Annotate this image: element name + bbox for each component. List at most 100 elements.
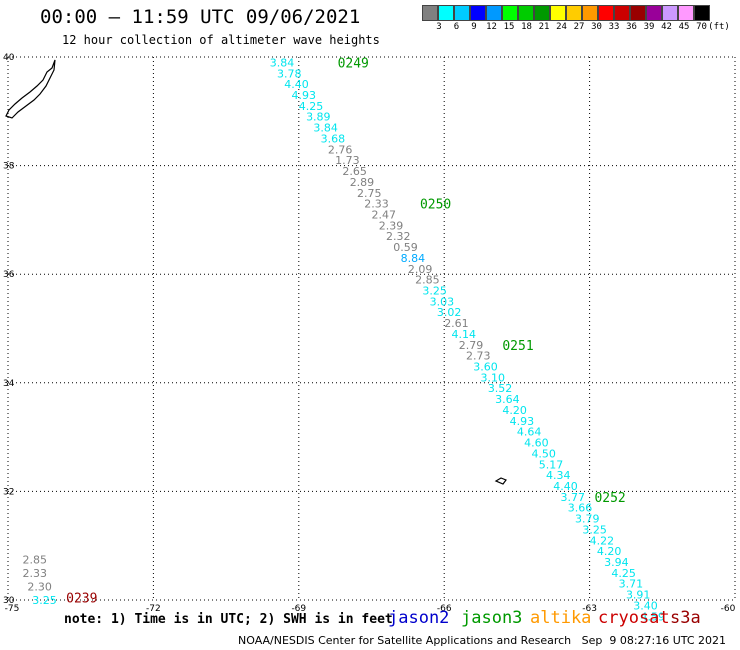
legend-label: 12 [486,22,497,32]
x-tick-label: -66 [437,604,452,614]
legend-label: 15 [503,22,515,32]
swh-points: 3.843.784.404.934.253.893.843.682.761.73… [23,56,665,623]
swh-value: 4.22 [590,534,615,547]
swh-value: 2.47 [372,208,397,221]
swh-value: 4.34 [546,469,571,482]
swh-value: 0.59 [393,241,418,254]
swh-value: 3.25 [422,284,447,297]
swh-value: 2.73 [466,350,491,363]
swh-value: 4.60 [524,437,549,450]
y-tick-label: 34 [3,379,15,389]
swh-value: 2.75 [357,187,382,200]
swh-value: 3.89 [306,111,331,124]
swh-value: 4.20 [597,545,622,558]
swh-value: 2.65 [342,165,367,178]
swh-value: 3.66 [568,502,593,515]
swh-value: 3.84 [270,56,295,69]
pass-time-label: 0251 [502,339,533,354]
swh-value: 3.78 [277,67,302,80]
legend-swatch [582,5,598,21]
x-tick-label: -75 [5,604,20,614]
legend-swatch [550,5,566,21]
pass-time-label: 0249 [338,56,369,71]
swh-value: 2.85 [23,553,48,566]
swh-value: 2.61 [444,317,469,330]
legend-swatch [454,5,470,21]
note-text: note: 1) Time is in UTC; 2) SWH is in fe… [64,612,393,627]
swh-value: 5.17 [539,458,564,471]
color-legend-labels: 3 6 9 12 15 18 21 24 27 30 33 36 39 42 45 70 (ft) [422,22,740,36]
swh-value: 4.59 [640,610,665,623]
legend-label: 42 [661,22,672,32]
legend-label: 39 [643,22,655,32]
legend-label: 18 [521,22,532,32]
swh-value: 2.89 [350,176,375,189]
swh-value: 3.64 [495,393,519,406]
legend-label: 33 [608,22,620,32]
swh-value: 2.30 [27,580,51,593]
pass-time-label: 0252 [594,491,625,506]
swh-value: 3.52 [488,382,513,395]
swh-value: 2.33 [23,567,48,580]
legend-swatch [646,5,662,21]
legend-label: 21 [538,22,550,32]
legend-swatch [422,5,438,21]
legend-label: 6 [453,22,460,32]
legend-label: 30 [591,22,602,32]
swh-value: 2.85 [415,274,440,287]
swh-value: 3.71 [619,578,644,591]
swh-value: 4.14 [451,328,476,341]
y-tick-label: 30 [3,596,15,606]
x-tick-label: -60 [721,604,736,614]
y-tick-label: 32 [3,487,14,497]
swh-value: 4.25 [299,100,324,113]
swh-value: 3.40 [633,599,658,612]
legend-swatch [694,5,710,21]
swh-value: 4.93 [510,415,535,428]
y-tick-label: 40 [3,53,15,63]
legend-swatch [470,5,486,21]
swh-value: 2.33 [364,198,389,211]
legend-label: 70 [696,22,707,32]
swh-value: 3.91 [626,589,651,602]
swh-value: 3.84 [313,122,338,135]
swh-value: 3.10 [481,371,506,384]
swh-value: 3.68 [321,132,346,145]
swh-value: 1.73 [335,154,360,167]
swh-value: 2.09 [408,263,433,276]
y-tick-label: 38 [3,162,15,172]
chart-subtitle: 12 hour collection of altimeter wave hei… [62,33,380,47]
legend-label: 9 [471,22,477,32]
pass-time-label: 0239 [66,591,97,606]
legend-swatch [534,5,550,21]
legend-swatch [518,5,534,21]
satellite-jason3: jason3 [461,608,523,628]
legend-swatch [566,5,582,21]
swh-value: 3.25 [582,523,607,536]
satellite-s3a: s3a [670,608,701,628]
color-legend [422,5,710,21]
swh-value: 3.25 [32,594,57,607]
legend-swatch [438,5,454,21]
chart-title: 00:00 – 11:59 UTC 09/06/2021 [40,6,361,28]
swh-value: 4.64 [517,426,542,439]
swh-value: 2.39 [379,219,404,232]
swh-value: 4.25 [611,567,636,580]
swh-value: 3.02 [437,306,462,319]
legend-label: 36 [626,22,637,32]
legend-swatch [678,5,694,21]
swh-value: 3.79 [575,513,600,526]
swh-value: 8.84 [401,252,426,265]
legend-swatch [486,5,502,21]
x-tick-label: -69 [291,604,306,614]
swh-value: 3.77 [561,491,586,504]
swh-value: 3.03 [430,295,455,308]
swh-value: 4.50 [531,447,556,460]
satellite-jason2: jason2 [388,608,450,628]
swh-value: 2.79 [459,339,484,352]
legend-label: (ft) [708,22,730,32]
legend-label: 27 [573,22,585,32]
x-tick-label: -63 [582,604,597,614]
satellite-cryosat: cryosat [598,608,670,628]
